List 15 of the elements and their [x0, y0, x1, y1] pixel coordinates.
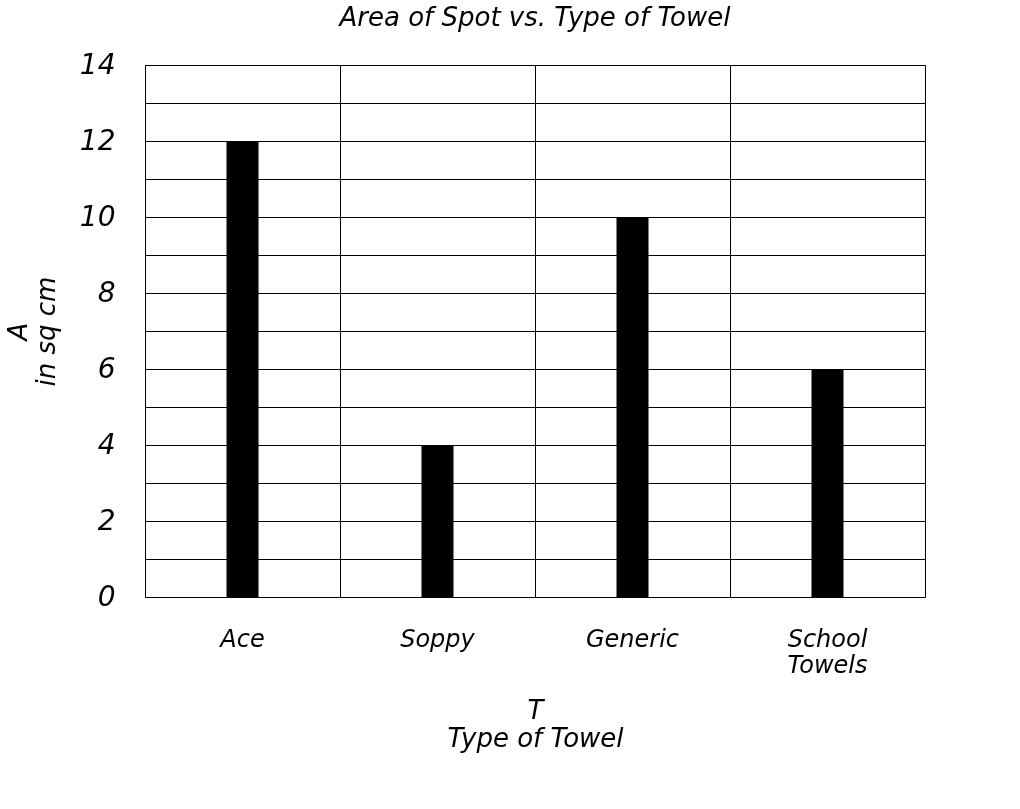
y-tick-label: 6 — [97, 351, 116, 385]
y-tick-label: 2 — [97, 503, 116, 537]
x-tick-label: Generic — [585, 624, 680, 653]
y-tick-label: 14 — [79, 47, 116, 81]
y-tick-label: 10 — [79, 199, 116, 233]
y-tick-label: 8 — [97, 275, 116, 309]
y-tick-label: 12 — [79, 123, 116, 157]
y-axis-title: A in sq cm — [2, 276, 61, 387]
y-tick-label: 4 — [97, 427, 116, 461]
y-tick-label: 0 — [97, 579, 116, 613]
x-tick-label: Soppy — [400, 624, 476, 653]
x-tick-label: School Towels — [787, 624, 868, 679]
x-tick-label: Ace — [218, 624, 265, 653]
x-axis-title: T Type of Towel — [447, 694, 625, 753]
chart-title: Area of Spot vs. Type of Towel — [337, 2, 732, 32]
